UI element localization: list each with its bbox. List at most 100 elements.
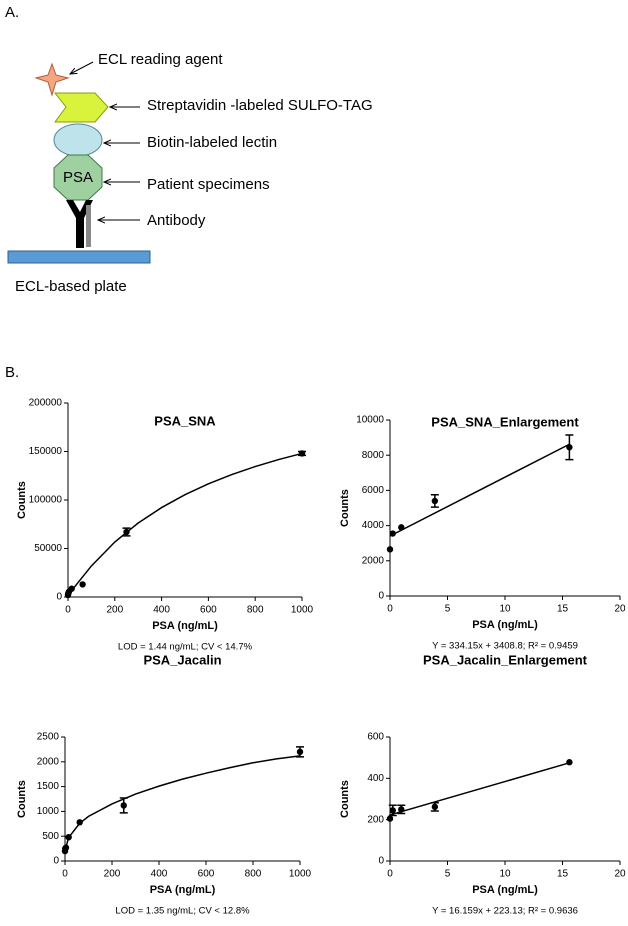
data-point	[431, 803, 439, 811]
x-axis-label: PSA (ng/mL)	[472, 619, 538, 631]
data-point	[386, 815, 394, 822]
x-tick-label: 0	[387, 869, 393, 880]
x-axis-label: PSA (ng/mL)	[152, 620, 218, 632]
data-point	[398, 806, 405, 813]
y-tick-label: 0	[378, 856, 384, 867]
panel-label: A.	[5, 4, 19, 21]
data-point	[123, 528, 130, 536]
y-tick-label: 600	[367, 732, 384, 743]
x-axis-label: PSA (ng/mL)	[472, 884, 538, 896]
label: ECL reading agent	[98, 51, 223, 68]
note: Y = 334.15x + 3408.8; R² = 0.9459	[432, 641, 578, 652]
plate-shape	[7, 250, 151, 264]
y-tick-label: 200000	[29, 398, 63, 409]
y-tick-label: 1500	[37, 781, 60, 792]
y-tick-label: 0	[378, 591, 384, 602]
chart-title: PSA_SNA_Enlargement	[431, 414, 579, 429]
y-tick-label: 0	[56, 592, 62, 603]
x-tick-label: 5	[445, 604, 451, 615]
lectin-shape	[53, 123, 103, 157]
y-tick-label: 4000	[362, 520, 385, 531]
y-tick-label: 1000	[37, 806, 60, 817]
data-point	[566, 444, 573, 451]
x-tick-label: 5	[445, 869, 451, 880]
y-axis-label: Counts	[16, 780, 28, 818]
chart: PSA_Jacalin 0 200 400 600 800 1000 0 500 1000 1500…	[16, 652, 312, 916]
data-point	[296, 748, 304, 756]
chart-title: PSA_Jacalin	[143, 652, 221, 667]
antibody-shadow	[86, 205, 91, 247]
y-tick-label: 2500	[37, 732, 60, 743]
fit-line	[64, 755, 301, 852]
label: ECL-based plate	[15, 278, 127, 295]
data-point	[62, 844, 70, 851]
y-tick-label: 2000	[362, 555, 385, 566]
data-point	[398, 524, 405, 531]
x-tick-label: 20	[614, 604, 626, 615]
x-tick-label: 200	[104, 869, 121, 880]
y-tick-label: 400	[367, 773, 384, 784]
x-tick-label: 10	[499, 604, 511, 615]
y-tick-label: 200	[367, 814, 384, 825]
fit-line	[389, 443, 570, 537]
y-tick-label: 50000	[34, 543, 62, 554]
y-tick-label: 0	[53, 856, 59, 867]
star-icon	[34, 62, 70, 97]
x-tick-label: 0	[65, 605, 71, 616]
x-tick-label: 400	[153, 605, 170, 616]
x-tick-label: 10	[499, 869, 511, 880]
arrows	[70, 61, 140, 220]
label: Streptavidin -labeled SULFO-TAG	[147, 97, 373, 114]
x-tick-label: 15	[557, 869, 569, 880]
chart-title: PSA_Jacalin_Enlargement	[423, 652, 588, 667]
note: LOD = 1.35 ng/mL; CV < 12.8%	[115, 906, 250, 917]
data-point	[76, 819, 83, 826]
y-tick-label: 100000	[29, 495, 63, 506]
data-point	[298, 450, 306, 457]
fit-line	[389, 762, 570, 816]
x-tick-label: 600	[198, 869, 215, 880]
chart: PSA_SNA 0 200 400 600 800 1000 0 50000 100000 1500…	[16, 398, 314, 653]
y-tick-label: 6000	[362, 485, 385, 496]
y-tick-label: 10000	[356, 415, 384, 426]
chart-title: PSA_SNA	[154, 413, 216, 428]
x-tick-label: 600	[200, 605, 217, 616]
data-point	[389, 530, 396, 537]
data-point	[65, 833, 72, 841]
x-tick-label: 0	[62, 869, 68, 880]
x-axis-label: PSA (ng/mL)	[150, 884, 216, 896]
data-point	[79, 581, 86, 588]
label: Antibody	[147, 212, 206, 229]
y-tick-label: 8000	[362, 450, 385, 461]
data-point	[120, 802, 127, 809]
data-point	[566, 759, 573, 766]
label: Patient specimens	[147, 176, 270, 193]
x-tick-label: 200	[106, 605, 123, 616]
x-tick-label: 400	[151, 869, 168, 880]
y-axis-label: Counts	[339, 489, 351, 527]
data-point	[386, 546, 394, 553]
note: Y = 16.159x + 223.13; R² = 0.9636	[432, 906, 578, 917]
panel-label: B.	[5, 364, 19, 381]
y-tick-label: 150000	[29, 446, 63, 457]
chart: PSA_SNA_Enlargement 0 5 10 15 20 0 2000 4000 6000…	[339, 414, 626, 651]
psa-label: PSA	[63, 169, 93, 186]
tag-shape	[53, 92, 109, 123]
data-point	[389, 807, 396, 814]
y-axis-label: Counts	[339, 780, 351, 818]
y-axis-label: Counts	[16, 481, 28, 519]
x-tick-label: 800	[247, 605, 264, 616]
y-tick-label: 500	[42, 831, 59, 842]
data-point	[68, 585, 75, 592]
data-point	[431, 497, 439, 505]
x-tick-label: 1000	[291, 605, 314, 616]
x-tick-label: 15	[557, 604, 569, 615]
x-tick-label: 20	[614, 869, 626, 880]
x-tick-label: 0	[387, 604, 393, 615]
fit-line	[67, 452, 303, 596]
y-tick-label: 2000	[37, 756, 60, 767]
panel-a: A. PSA ECL reading agent Streptavidin -l…	[5, 4, 373, 381]
note: LOD = 1.44 ng/mL; CV < 14.7%	[118, 642, 253, 653]
